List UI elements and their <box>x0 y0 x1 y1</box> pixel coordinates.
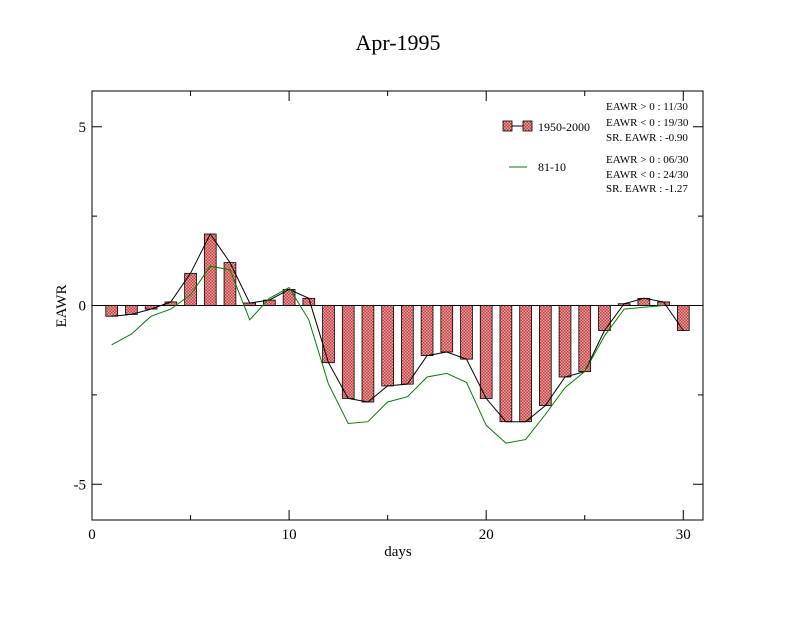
series-1950-2000-outline <box>111 233 684 423</box>
x-axis-label: days <box>384 544 412 560</box>
y-tick-label: -5 <box>74 477 87 493</box>
y-axis-label: EAWR <box>54 285 70 328</box>
series-81-10-line <box>111 265 664 444</box>
x-tick-label: 10 <box>282 527 297 543</box>
bar-day-21 <box>499 305 513 423</box>
stat-line: SR. EAWR : -1.27 <box>606 183 688 195</box>
legend-1950-2000-label: 1950-2000 <box>538 120 590 134</box>
bar-day-26 <box>598 305 611 331</box>
bar-day-22 <box>519 305 532 423</box>
bar-day-18 <box>440 305 454 353</box>
legend-81-10-label: 81-10 <box>538 160 566 174</box>
stat-line: EAWR > 0 : 06/30 <box>606 154 689 166</box>
bar-day-13 <box>341 305 355 399</box>
x-tick-label: 30 <box>676 527 691 543</box>
stats-panel: EAWR > 0 : 11/30 EAWR < 0 : 19/30 SR. EAWR… <box>606 101 689 195</box>
bar-day-25 <box>578 305 592 373</box>
legend-1950-2000-swatch <box>502 120 513 132</box>
bar-day-20 <box>479 305 493 399</box>
stat-line: SR. EAWR : -0.90 <box>606 132 688 144</box>
bar-day-23 <box>539 305 552 406</box>
bar-day-17 <box>420 305 434 356</box>
bar-day-6 <box>203 233 217 306</box>
bar-day-1 <box>105 305 119 317</box>
bar-day-12 <box>322 305 335 364</box>
stat-line: EAWR < 0 : 24/30 <box>606 169 689 181</box>
bar-day-15 <box>381 305 394 387</box>
bar-day-24 <box>558 305 572 378</box>
bar-day-30 <box>676 305 690 331</box>
stat-line: EAWR < 0 : 19/30 <box>606 117 689 129</box>
x-tick-label: 0 <box>88 527 96 543</box>
bar-day-16 <box>401 305 414 385</box>
x-tick-label: 20 <box>479 527 494 543</box>
bar-day-19 <box>460 305 473 360</box>
legend: 1950-2000 81-10 <box>502 120 590 174</box>
chart-title: Apr-1995 <box>355 30 440 55</box>
axes: 0 10 20 30 -5 0 5 <box>74 91 703 543</box>
y-tick-label: 0 <box>79 299 87 315</box>
bar-day-14 <box>361 305 375 403</box>
y-tick-label: 5 <box>79 120 87 136</box>
stat-line: EAWR > 0 : 11/30 <box>606 101 688 113</box>
legend-1950-2000-swatch-2 <box>522 120 533 132</box>
plot-area <box>92 233 703 444</box>
